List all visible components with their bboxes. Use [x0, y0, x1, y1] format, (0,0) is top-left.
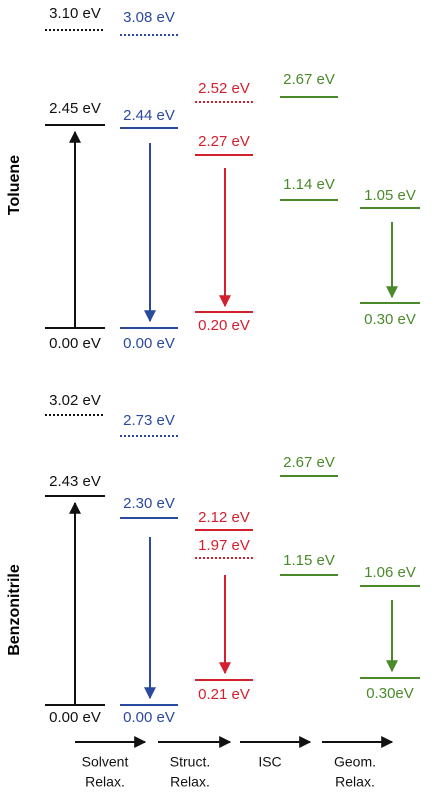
energy-label: 0.00 eV [123, 335, 175, 352]
energy-label: 1.06 eV [364, 564, 416, 581]
energy-label: 2.67 eV [283, 454, 335, 471]
energy-label: 0.30 eV [364, 311, 416, 328]
energy-label: 0.00 eV [123, 709, 175, 726]
energy-label: 1.97 eV [198, 537, 250, 554]
step-label: Geom. [334, 754, 376, 770]
step-label: Solvent [82, 754, 129, 770]
energy-label: 0.00 eV [49, 335, 101, 352]
energy-label: 0.30eV [366, 685, 414, 702]
energy-label: 0.00 eV [49, 709, 101, 726]
energy-label: 3.08 eV [123, 9, 175, 26]
energy-label: 3.10 eV [49, 5, 101, 22]
energy-label: 1.15 eV [283, 552, 335, 569]
energy-label: 0.20 eV [198, 317, 250, 334]
energy-label: 2.12 eV [198, 509, 250, 526]
solvent-label: Benzonitrile [6, 564, 23, 656]
step-label: Relax. [85, 774, 125, 790]
energy-label: 2.43 eV [49, 473, 101, 490]
step-label: ISC [258, 754, 281, 770]
energy-label: 2.45 eV [49, 100, 101, 117]
energy-label: 1.14 eV [283, 176, 335, 193]
solvent-label: Toluene [6, 155, 23, 215]
energy-label: 2.30 eV [123, 495, 175, 512]
energy-label: 2.73 eV [123, 412, 175, 429]
energy-label: 0.21 eV [198, 686, 250, 703]
energy-label: 2.27 eV [198, 133, 250, 150]
energy-label: 2.67 eV [283, 71, 335, 88]
energy-label: 3.02 eV [49, 392, 101, 409]
step-label: Relax. [335, 774, 375, 790]
energy-label: 2.52 eV [198, 80, 250, 97]
step-label: Struct. [170, 754, 210, 770]
energy-label: 2.44 eV [123, 107, 175, 124]
step-label: Relax. [170, 774, 210, 790]
energy-label: 1.05 eV [364, 187, 416, 204]
